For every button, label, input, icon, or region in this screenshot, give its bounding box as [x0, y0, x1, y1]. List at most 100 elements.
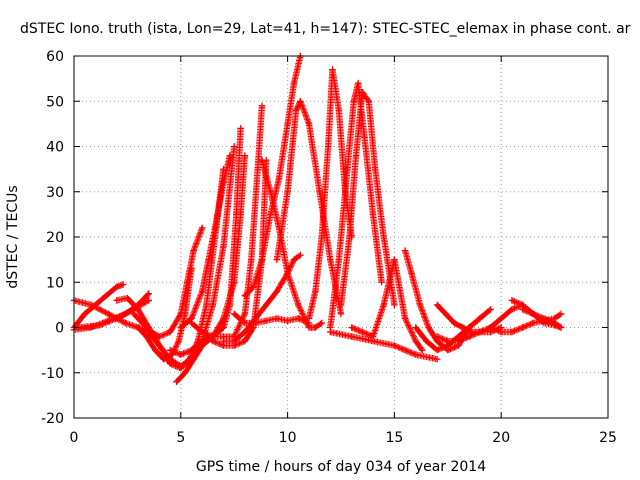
data-point	[119, 281, 127, 288]
data-point	[487, 324, 494, 331]
data-point	[337, 301, 345, 309]
data-point	[258, 256, 266, 263]
data-point	[199, 224, 206, 232]
data-point	[237, 211, 244, 218]
series-arc-20	[327, 79, 385, 331]
data-point	[498, 328, 505, 336]
axes: 0 5 10 15 20 25 -20 -10 0 10 20 30 40 50 60	[41, 49, 617, 446]
data-point	[312, 324, 319, 331]
x-tick-label: 25	[599, 430, 617, 446]
data-point	[237, 125, 244, 132]
data-point	[295, 301, 302, 309]
x-axis-label: GPS time / hours of day 034 of year 2014	[196, 459, 486, 475]
data-point	[508, 306, 516, 313]
data-point	[231, 337, 238, 345]
data-point	[220, 337, 227, 345]
data-point	[312, 288, 319, 295]
data-point	[273, 315, 281, 322]
series-arc-18	[273, 98, 345, 318]
data-point	[369, 211, 377, 218]
series-arc-10	[166, 152, 249, 358]
data-point	[175, 337, 182, 345]
data-point	[305, 120, 313, 128]
data-point	[519, 324, 526, 331]
data-point	[273, 288, 281, 295]
data-point	[122, 319, 129, 327]
data-point	[209, 301, 216, 309]
data-point	[327, 328, 334, 336]
data-point	[284, 317, 291, 324]
x-tick-label: 15	[385, 430, 403, 446]
data-point	[143, 333, 150, 340]
data-point	[476, 315, 483, 322]
data-point	[292, 107, 300, 114]
data-point	[344, 165, 351, 173]
data-point	[329, 66, 336, 73]
data-point	[372, 165, 379, 173]
data-point	[177, 324, 184, 331]
data-point	[177, 365, 184, 372]
data-point	[188, 319, 195, 327]
data-point	[297, 251, 304, 259]
data-point	[442, 310, 449, 318]
data-point	[220, 242, 227, 250]
data-point	[113, 297, 120, 304]
data-point	[96, 322, 103, 329]
data-point	[166, 360, 174, 367]
data-point	[350, 98, 357, 105]
data-point	[113, 315, 120, 322]
data-point	[284, 188, 291, 195]
data-point	[508, 328, 516, 336]
data-point	[391, 256, 398, 263]
data-point	[433, 301, 441, 309]
data-point	[134, 324, 142, 331]
y-tick-label: 0	[55, 321, 64, 337]
data-point	[284, 120, 291, 128]
data-point	[412, 324, 419, 331]
data-point	[444, 337, 451, 345]
data-point	[378, 279, 385, 286]
data-point	[188, 265, 195, 272]
data-point	[211, 224, 219, 232]
data-point	[284, 270, 291, 277]
data-point	[181, 310, 189, 318]
data-point	[105, 310, 112, 318]
y-tick-label: 40	[46, 140, 64, 156]
data-point	[290, 79, 298, 87]
data-point	[145, 297, 152, 304]
data-point	[451, 319, 458, 327]
data-point	[433, 356, 441, 363]
data-point	[369, 337, 377, 345]
data-point	[354, 79, 362, 87]
data-point	[241, 310, 249, 318]
data-point	[380, 301, 387, 309]
series-arc-30	[519, 306, 565, 331]
data-point	[401, 346, 409, 354]
data-point	[419, 346, 426, 354]
data-point	[416, 301, 424, 309]
data-point	[359, 328, 366, 336]
data-point	[231, 143, 238, 150]
y-tick-label: 10	[46, 275, 64, 291]
y-tick-label: -10	[41, 366, 64, 382]
data-point	[423, 337, 430, 345]
series-arc-27	[433, 301, 505, 336]
data-point	[557, 310, 565, 318]
chart-title: dSTEC Iono. truth (ista, Lon=29, Lat=41,…	[20, 21, 631, 37]
data-point	[275, 175, 283, 182]
data-point	[530, 319, 537, 327]
data-point	[250, 283, 257, 290]
data-point	[134, 306, 142, 313]
data-point	[337, 310, 345, 318]
data-point	[466, 333, 473, 340]
data-point	[258, 156, 266, 164]
data-point	[263, 317, 270, 324]
data-point	[209, 337, 216, 345]
data-point	[199, 337, 206, 345]
data-point	[177, 351, 184, 358]
data-point	[557, 324, 565, 331]
data-point	[401, 247, 409, 254]
data-point	[468, 328, 475, 336]
data-layer	[70, 52, 565, 385]
data-point	[113, 283, 120, 290]
